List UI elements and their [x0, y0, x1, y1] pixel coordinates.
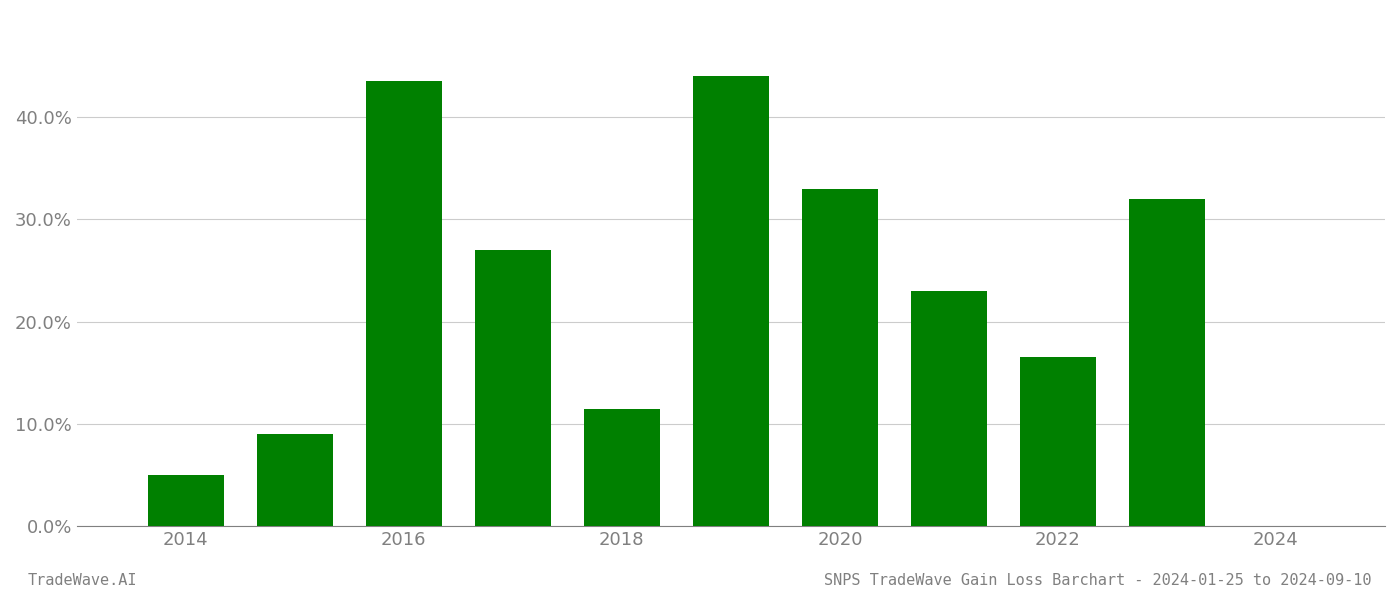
Bar [256, 434, 333, 526]
Bar [1019, 358, 1096, 526]
Bar [911, 291, 987, 526]
Bar [693, 76, 769, 526]
Bar [584, 409, 659, 526]
Text: SNPS TradeWave Gain Loss Barchart - 2024-01-25 to 2024-09-10: SNPS TradeWave Gain Loss Barchart - 2024… [825, 573, 1372, 588]
Bar [1128, 199, 1205, 526]
Bar [365, 82, 442, 526]
Bar [147, 475, 224, 526]
Text: TradeWave.AI: TradeWave.AI [28, 573, 137, 588]
Bar [802, 189, 878, 526]
Bar [475, 250, 552, 526]
